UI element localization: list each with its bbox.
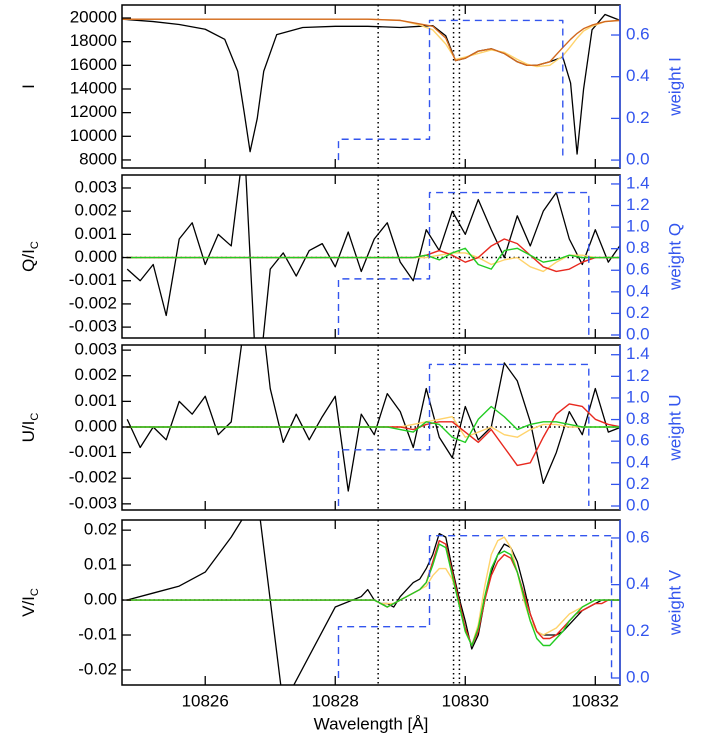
series-line (127, 536, 620, 647)
y-tick-label: 0.003 (74, 340, 117, 359)
y-tick-label: 16000 (70, 55, 117, 74)
series-line (122, 13, 620, 155)
x-tick-label: 10826 (182, 691, 229, 710)
y2-tick-label: 1.0 (626, 217, 650, 236)
y-tick-label: -0.01 (78, 624, 117, 643)
plot-frame (121, 4, 621, 169)
y-tick-label: -0.002 (69, 293, 117, 312)
series-line (127, 520, 620, 685)
y-tick-label: -0.02 (78, 659, 117, 678)
y-tick-label: 10000 (70, 126, 117, 145)
series-line (127, 247, 620, 270)
series-line (127, 238, 620, 273)
series-line (127, 405, 620, 444)
y-axis-label: U/IC (19, 413, 40, 443)
y2-tick-label: 1.4 (626, 173, 650, 192)
x-axis-label: Wavelength [Å] (314, 714, 429, 733)
y-axis-label-main: I (19, 84, 38, 89)
y-tick-label: -0.003 (69, 493, 117, 512)
y-tick-label: 0.001 (74, 391, 117, 410)
y2-axis-label: weight Q (665, 223, 684, 291)
y-tick-label: -0.003 (69, 317, 117, 336)
y-axis-label-main: U/I (19, 421, 38, 443)
y-tick-label: 0.000 (74, 416, 117, 435)
y-axis-label: Q/IC (19, 241, 40, 272)
y-tick-label: 0.00 (84, 590, 117, 609)
y2-tick-label: 0.0 (626, 150, 650, 169)
series-line (127, 539, 620, 647)
y-axis-label-main: V/I (19, 596, 38, 617)
y-axis-label: I (19, 84, 38, 89)
weight-line (337, 191, 590, 335)
series-line (127, 543, 620, 647)
y2-tick-label: 0.6 (626, 24, 650, 43)
x-tick-label: 10830 (442, 691, 489, 710)
y-tick-label: 0.002 (74, 201, 117, 220)
y2-tick-label: 0.4 (626, 281, 650, 300)
y-tick-label: -0.002 (69, 468, 117, 487)
y2-tick-label: 0.0 (626, 495, 650, 514)
y2-tick-label: 0.2 (626, 474, 650, 493)
y2-tick-label: 0.4 (626, 574, 650, 593)
y2-tick-label: 0.8 (626, 409, 650, 428)
y-tick-label: 0.003 (74, 177, 117, 196)
y-tick-label: -0.001 (69, 442, 117, 461)
x-tick-label: 10828 (312, 691, 359, 710)
y2-tick-label: 0.2 (626, 303, 650, 322)
y2-tick-label: 0.6 (626, 260, 650, 279)
y2-tick-label: 1.0 (626, 387, 650, 406)
y-tick-label: 14000 (70, 78, 117, 97)
y2-axis-label: weight U (665, 394, 684, 461)
plot-frame (121, 174, 621, 339)
y2-tick-label: 0.2 (626, 108, 650, 127)
y2-tick-label: 0.0 (626, 324, 650, 343)
y2-tick-label: 0.6 (626, 527, 650, 546)
y-tick-label: 0.02 (84, 520, 117, 539)
y-axis-label-sub: C (29, 241, 41, 249)
y-tick-label: -0.001 (69, 270, 117, 289)
y-tick-label: 20000 (70, 7, 117, 26)
series-line (126, 175, 620, 338)
y-axis-label-sub: C (29, 413, 41, 421)
y-tick-label: 0.000 (74, 247, 117, 266)
y-tick-label: 0.002 (74, 365, 117, 384)
y2-tick-label: 0.0 (626, 667, 650, 686)
weight-line (337, 534, 613, 678)
y2-tick-label: 0.2 (626, 621, 650, 640)
y2-tick-label: 1.2 (626, 195, 650, 214)
y-tick-label: 0.001 (74, 224, 117, 243)
y2-tick-label: 0.6 (626, 431, 650, 450)
y-axis-label-sub: C (29, 588, 41, 596)
y-tick-label: 18000 (70, 31, 117, 50)
plot-area (122, 175, 620, 338)
y-tick-label: 8000 (79, 149, 117, 168)
y2-tick-label: 1.2 (626, 366, 650, 385)
plot-frame (121, 519, 621, 686)
weight-line (337, 19, 564, 161)
x-tick-label: 10832 (572, 691, 619, 710)
y-tick-label: 12000 (70, 102, 117, 121)
plot-area (122, 5, 620, 168)
y2-tick-label: 1.4 (626, 344, 650, 363)
y-tick-label: 0.01 (84, 555, 117, 574)
plot-area (122, 345, 620, 510)
y2-axis-label: weight I (665, 57, 684, 117)
y2-tick-label: 0.4 (626, 452, 650, 471)
y2-tick-label: 0.8 (626, 238, 650, 257)
plot-area (122, 520, 620, 685)
y-axis-label-main: Q/I (19, 249, 38, 272)
y2-axis-label: weight V (665, 569, 684, 636)
series-line (122, 18, 620, 67)
y2-tick-label: 0.4 (626, 66, 650, 85)
series-line (126, 345, 620, 492)
y-axis-label: V/IC (19, 588, 40, 617)
